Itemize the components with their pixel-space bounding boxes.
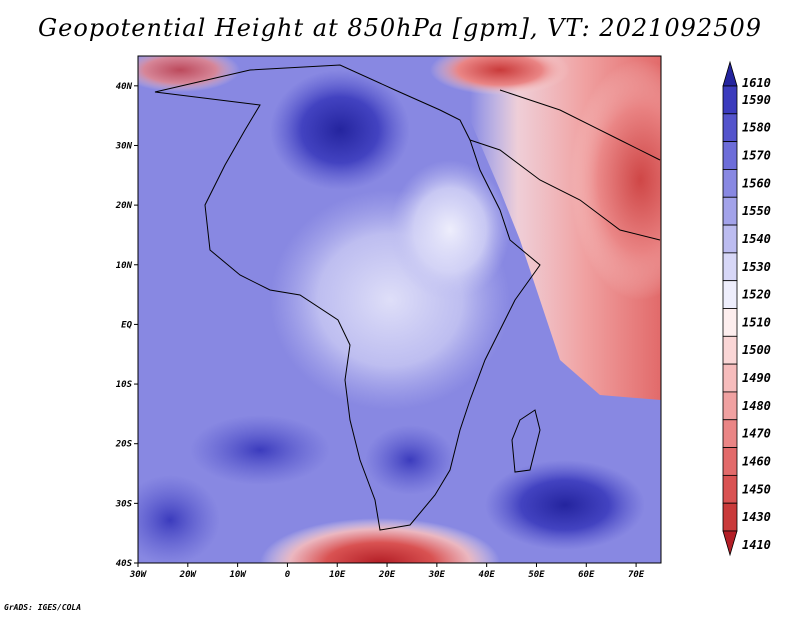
colorbar-label: 1530 — [742, 260, 771, 274]
colorbar-label: 1490 — [742, 371, 771, 385]
colorbar-swatch — [722, 280, 738, 309]
colorbar-swatch — [722, 419, 738, 448]
lon-tick-label: 30E — [428, 570, 446, 580]
colorbar-swatch — [722, 502, 738, 532]
lat-tick-label: 30S — [115, 499, 133, 509]
colorbar-label: 1430 — [742, 510, 771, 524]
colorbar-swatch — [722, 335, 738, 365]
colorbar-label: 1480 — [742, 399, 771, 413]
colorbar-label: 1470 — [742, 427, 771, 441]
lon-tick-label: 40E — [479, 570, 496, 580]
colorbar-label: 1460 — [742, 454, 771, 468]
lat-tick-label: 20S — [115, 440, 133, 450]
coastlines — [154, 64, 661, 531]
colorbar-label: 1590 — [742, 93, 771, 107]
lat-tick-label: EQ — [121, 320, 132, 330]
colorbar-label: 1510 — [742, 315, 771, 329]
colorbar-swatch — [722, 530, 738, 557]
colorbar-swatch — [722, 252, 738, 282]
lat-tick-label: 20N — [115, 201, 133, 211]
lat-tick-label: 10N — [116, 261, 133, 271]
colorbar-label: 1560 — [742, 176, 771, 190]
lat-tick-label: 10S — [116, 380, 133, 390]
colorbar-swatch — [722, 224, 738, 254]
height-field — [138, 56, 661, 563]
colorbar-label: 1520 — [742, 288, 771, 302]
colorbar-label: 1610 — [742, 76, 771, 90]
colorbar-swatch — [722, 113, 738, 143]
lon-tick-label: 10E — [329, 570, 346, 580]
colorbar-swatch — [722, 141, 738, 170]
lat-tick-label: 40N — [116, 82, 133, 92]
colorbar-label: 1500 — [742, 343, 771, 357]
colorbar-swatch — [722, 363, 738, 393]
colorbar-label: 1570 — [742, 149, 771, 163]
colorbar-label: 1450 — [742, 482, 771, 496]
lat-tick-label: 40S — [116, 559, 133, 569]
colorbar-label: 1580 — [742, 121, 771, 135]
map-title: Geopotential Height at 850hPa [gpm], VT:… — [38, 14, 762, 42]
colorbar-swatch — [722, 474, 738, 504]
colorbar-swatch — [722, 196, 738, 226]
colorbar-swatch — [722, 85, 738, 115]
lat-tick-label: 30N — [115, 141, 133, 151]
colorbar-label: 1550 — [742, 204, 771, 218]
lon-tick-label: 20E — [378, 570, 396, 580]
plot-frame — [137, 55, 662, 564]
colorbar-label: 1410 — [742, 538, 771, 552]
latitude-axis: 40N 30N 20N 10N EQ 10S 20S 30S 40S — [115, 82, 138, 569]
colorbar-label: 1540 — [742, 232, 771, 246]
lon-tick-label: 30W — [129, 570, 148, 580]
colorbar-swatch — [722, 447, 738, 476]
longitude-axis: 30W 20W 10W 0 10E 20E 30E 40E 50E 60E 70E — [129, 563, 645, 580]
colorbar-swatch — [722, 391, 738, 421]
credit-text: GrADS: IGES/COLA — [4, 603, 82, 612]
colorbar-swatch — [722, 60, 738, 87]
lon-tick-label: 50E — [528, 570, 545, 580]
lon-tick-label: 10W — [229, 570, 247, 580]
lon-tick-label: 60E — [578, 570, 595, 580]
colorbar-swatch — [722, 308, 738, 337]
lon-tick-label: 20W — [179, 570, 198, 580]
colorbar-swatch — [722, 169, 738, 198]
lon-tick-label: 70E — [628, 570, 645, 580]
lon-tick-label: 0 — [285, 570, 291, 580]
